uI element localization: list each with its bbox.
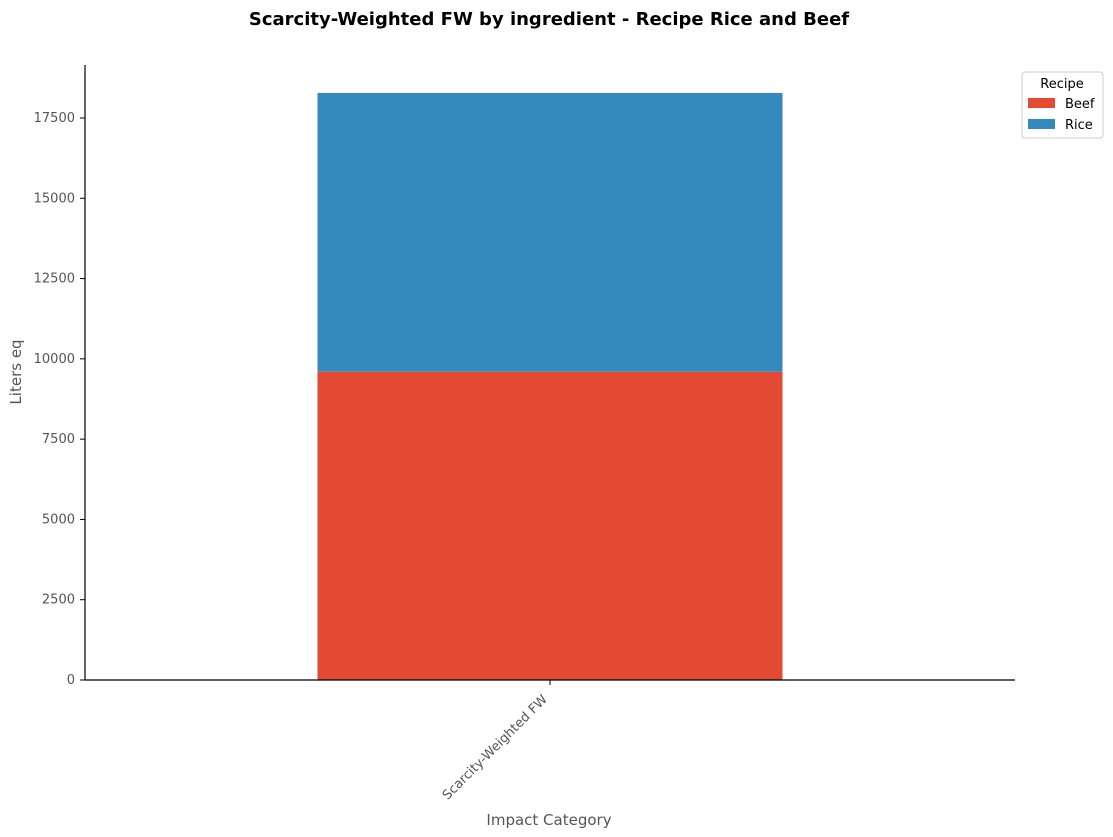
x-ticks: Scarcity-Weighted FW: [440, 680, 551, 803]
x-axis-label: Impact Category: [486, 811, 611, 829]
bar-rice: [317, 92, 783, 372]
y-tick-label: 5000: [42, 512, 75, 527]
bar-beef: [317, 371, 783, 680]
legend: Recipe Beef Rice: [1021, 71, 1104, 139]
legend-label-beef: Beef: [1065, 97, 1095, 112]
legend-swatch-beef: [1028, 98, 1055, 108]
legend-label-rice: Rice: [1065, 118, 1093, 133]
chart-title: Scarcity-Weighted FW by ingredient - Rec…: [249, 9, 849, 30]
y-axis-label: Liters eq: [7, 339, 25, 404]
y-tick-label: 10000: [34, 352, 75, 367]
y-tick-label: 0: [67, 673, 75, 688]
y-tick-label: 2500: [42, 593, 75, 608]
legend-swatch-rice: [1028, 119, 1055, 129]
legend-title: Recipe: [1040, 77, 1083, 92]
y-tick-label: 7500: [42, 432, 75, 447]
y-tick-label: 17500: [34, 111, 75, 126]
legend-items: Beef Rice: [1028, 97, 1095, 133]
y-tick-label: 12500: [34, 272, 75, 287]
plot-area: [317, 92, 783, 680]
x-tick-label: Scarcity-Weighted FW: [440, 692, 551, 803]
y-ticks: 0 2500 5000 7500 10000 12500 15000 17500: [34, 111, 85, 688]
y-tick-label: 15000: [34, 191, 75, 206]
